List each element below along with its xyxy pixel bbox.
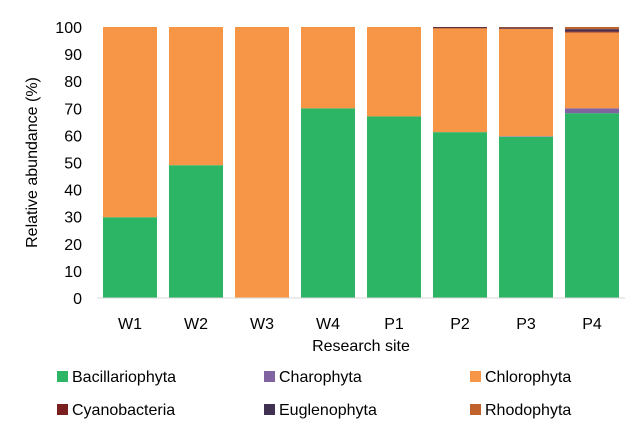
x-tick-label: P2	[450, 316, 470, 333]
legend-label-chlorophyta: Chlorophyta	[485, 369, 571, 386]
y-tick-label: 100	[55, 20, 82, 37]
legend-label-charophyta: Charophyta	[279, 369, 362, 386]
bar-segment-cyanobacteria-p3	[499, 28, 553, 29]
bar-segment-euglenophyta-p2	[433, 27, 487, 28]
bar-segment-bacillariophyta-w4	[301, 108, 355, 298]
y-tick-label: 40	[64, 183, 82, 200]
bar-segment-bacillariophyta-p2	[433, 132, 487, 298]
bar-segment-charophyta-p3	[499, 136, 553, 137]
x-tick-label: P4	[582, 316, 602, 333]
legend-swatch-euglenophyta	[264, 404, 275, 415]
bar-segment-chlorophyta-p3	[499, 28, 553, 137]
x-tick-label: W4	[316, 316, 340, 333]
bars	[103, 27, 619, 299]
y-tick-label: 50	[64, 156, 82, 173]
bar-segment-chlorophyta-p4	[565, 32, 619, 109]
bar-segment-chlorophyta-w2	[169, 27, 223, 166]
x-tick-label: P3	[516, 316, 536, 333]
x-tick-label: W2	[184, 316, 208, 333]
legend-label-rhodophyta: Rhodophyta	[485, 402, 571, 419]
legend-swatch-chlorophyta	[470, 371, 481, 382]
bar-segment-chlorophyta-w1	[103, 27, 157, 218]
bar-segment-chlorophyta-p2	[433, 28, 487, 133]
bar-segment-rhodophyta-p3	[499, 27, 553, 28]
x-axis-ticks: W1 W2 W3 W4 P1 P2 P3 P4	[118, 316, 602, 333]
y-tick-label: 60	[64, 128, 82, 145]
y-tick-label: 0	[73, 291, 82, 308]
y-axis-title: Relative abundance (%)	[24, 77, 41, 248]
legend-swatch-cyanobacteria	[57, 404, 68, 415]
legend-label-bacillariophyta: Bacillariophyta	[72, 369, 176, 386]
bar-segment-bacillariophyta-w2	[169, 165, 223, 298]
bar-segment-chlorophyta-w3	[235, 27, 289, 298]
bar-segment-bacillariophyta-p1	[367, 116, 421, 299]
bar-segment-charophyta-p4	[565, 108, 619, 114]
bar-segment-euglenophyta-p3	[499, 27, 553, 29]
x-tick-label: W3	[250, 316, 274, 333]
x-tick-label: P1	[384, 316, 404, 333]
y-axis-ticks: 0 10 20 30 40 50 60 70 80 90 100	[55, 20, 82, 308]
bar-segment-cyanobacteria-p4	[565, 31, 619, 33]
x-tick-label: W1	[118, 316, 142, 333]
y-tick-label: 70	[64, 101, 82, 118]
legend-label-euglenophyta: Euglenophyta	[279, 402, 377, 419]
bar-segment-chlorophyta-p1	[367, 27, 421, 117]
x-axis-title: Research site	[312, 338, 410, 355]
bar-segment-euglenophyta-p4	[565, 29, 619, 32]
bar-segment-bacillariophyta-w1	[103, 217, 157, 298]
y-tick-label: 20	[64, 237, 82, 254]
y-tick-label: 80	[64, 74, 82, 91]
legend-label-cyanobacteria: Cyanobacteria	[72, 402, 175, 419]
bar-segment-cyanobacteria-p2	[433, 27, 487, 29]
y-tick-label: 30	[64, 210, 82, 227]
bar-segment-bacillariophyta-p4	[565, 113, 619, 298]
bar-segment-rhodophyta-p4	[565, 27, 619, 30]
bar-segment-bacillariophyta-p3	[499, 136, 553, 298]
y-tick-label: 10	[64, 264, 82, 281]
legend: Bacillariophyta Charophyta Chlorophyta Cyan…	[57, 369, 571, 419]
legend-swatch-rhodophyta	[470, 404, 481, 415]
bar-segment-chlorophyta-w4	[301, 27, 355, 109]
legend-swatch-charophyta	[264, 371, 275, 382]
legend-swatch-bacillariophyta	[57, 371, 68, 382]
y-tick-label: 90	[64, 47, 82, 64]
